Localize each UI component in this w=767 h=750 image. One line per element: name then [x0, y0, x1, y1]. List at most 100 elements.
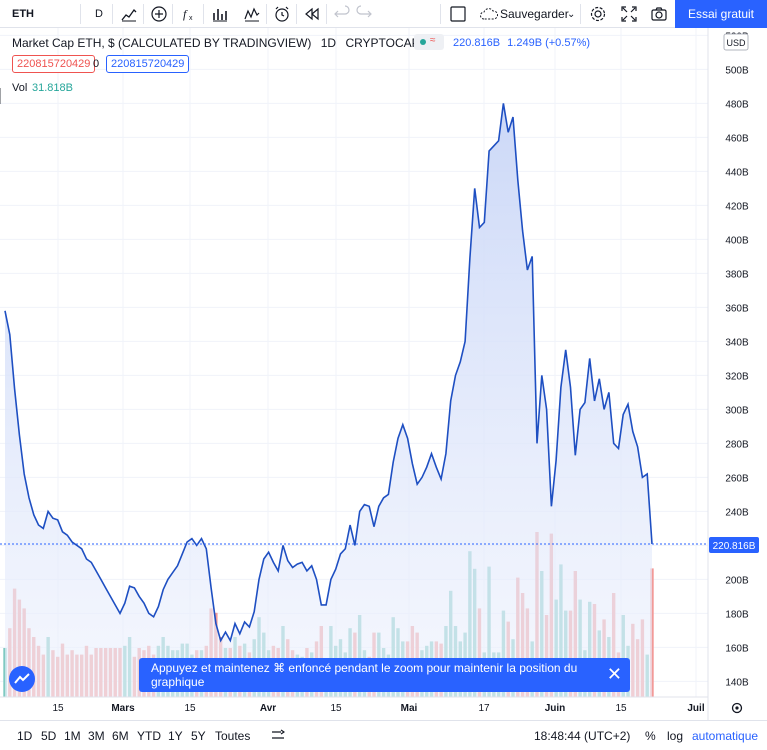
- redo-icon[interactable]: [352, 0, 376, 28]
- free-trial-button[interactable]: Essai gratuit: [675, 0, 767, 28]
- divider: [580, 4, 581, 24]
- divider: [203, 4, 204, 24]
- snapshot-icon[interactable]: [647, 0, 671, 28]
- percent-toggle[interactable]: %: [645, 729, 656, 743]
- y-tick-label: 200B: [725, 575, 749, 586]
- x-tick-label: 15: [52, 703, 64, 714]
- price-line: [4, 103, 653, 643]
- y-tick-label: 300B: [725, 405, 749, 416]
- value-box-red[interactable]: 220815720429: [12, 55, 96, 73]
- value-box-blue[interactable]: 220815720429: [106, 55, 190, 73]
- legend-symbol: Market Cap ETH, $ (CALCULATED BY TRADING…: [12, 36, 312, 50]
- legend-interval: 1D: [320, 36, 337, 50]
- range-5d[interactable]: 5D: [41, 729, 57, 743]
- volume-label[interactable]: Vol: [12, 82, 28, 94]
- divider: [80, 4, 81, 24]
- interval-button[interactable]: D: [95, 8, 103, 20]
- market-open-dot: [420, 39, 426, 45]
- x-tick-label: Juin: [545, 703, 566, 714]
- value-zero: 0: [93, 58, 100, 70]
- y-tick-label: 140B: [725, 677, 749, 688]
- legend-exchange: CRYPTOCAP: [345, 36, 420, 50]
- status-wave-icon: ≈: [430, 35, 436, 46]
- y-tick-label: 160B: [725, 643, 749, 654]
- log-toggle[interactable]: log: [667, 729, 684, 743]
- x-tick-label: Mai: [401, 703, 418, 714]
- tradingview-logo-icon[interactable]: [9, 666, 35, 692]
- y-tick-label: 460B: [725, 133, 749, 144]
- divider: [326, 4, 327, 24]
- legend-price: 220.816B 1.249B (+0.57%): [453, 37, 590, 49]
- axis-settings-icon[interactable]: [731, 702, 743, 714]
- y-tick-label: 280B: [725, 439, 749, 450]
- templates-icon[interactable]: [240, 0, 264, 28]
- y-tick-label: 180B: [725, 609, 749, 620]
- time-axis[interactable]: 15 Mars 15 Avr 15 Mai 17 Juin 15 Juil: [0, 696, 708, 714]
- divider: [266, 4, 267, 24]
- settings-icon[interactable]: [586, 0, 610, 28]
- x-tick-label: 15: [184, 703, 196, 714]
- undo-icon[interactable]: [330, 0, 354, 28]
- y-tick-label: 380B: [725, 269, 749, 280]
- y-tick-label: 240B: [725, 507, 749, 518]
- x-tick-label: Juil: [687, 703, 704, 714]
- cloud-icon[interactable]: [477, 0, 501, 28]
- y-tick-label: 360B: [725, 303, 749, 314]
- add-compare-icon[interactable]: [147, 0, 171, 28]
- divider: [143, 4, 144, 24]
- chevron-down-icon[interactable]: ⌄: [567, 8, 576, 20]
- divider: [296, 4, 297, 24]
- clock-time[interactable]: 18:48:44 (UTC+2): [534, 729, 631, 743]
- price-area-fill: [5, 103, 652, 697]
- range-1m[interactable]: 1M: [64, 729, 81, 743]
- divider: [112, 4, 113, 24]
- layout-icon[interactable]: [446, 0, 470, 28]
- range-5y[interactable]: 5Y: [191, 729, 206, 743]
- currency-badge-label: USD: [726, 38, 746, 48]
- x-tick-label: Avr: [260, 703, 276, 714]
- range-1d[interactable]: 1D: [17, 729, 33, 743]
- range-3m[interactable]: 3M: [88, 729, 105, 743]
- range-6m[interactable]: 6M: [112, 729, 129, 743]
- symbol-search[interactable]: ETH: [12, 8, 34, 20]
- bar-style-icon[interactable]: [117, 0, 141, 28]
- range-1y[interactable]: 1Y: [168, 729, 183, 743]
- legend-change: 1.249B (+0.57%): [507, 37, 591, 49]
- financials-icon[interactable]: [208, 0, 232, 28]
- market-status-badge[interactable]: ≈: [414, 34, 444, 50]
- replay-icon[interactable]: [300, 0, 324, 28]
- legend-last-value: 220.816B: [453, 37, 501, 49]
- y-tick-label: 420B: [725, 201, 749, 212]
- toast-message: Appuyez et maintenez ⌘ enfoncé pendant l…: [151, 661, 578, 689]
- y-tick-label: 500B: [725, 65, 749, 76]
- close-icon[interactable]: ✕: [606, 664, 622, 684]
- x-tick-label: 15: [615, 703, 627, 714]
- price-label-box: [709, 537, 759, 553]
- clipped-glyph: l: [0, 84, 2, 110]
- price-axis[interactable]: 140B160B180B200B220B240B260B280B300B320B…: [707, 28, 749, 720]
- bottom-toolbar: 1D 5D 1M 3M 6M YTD 1Y 5Y Toutes 18:48:44…: [0, 720, 767, 750]
- auto-scale-toggle[interactable]: automatique: [692, 729, 759, 743]
- y-tick-label: 400B: [725, 235, 749, 246]
- x-tick-label: 15: [330, 703, 342, 714]
- y-tick-label: 320B: [725, 371, 749, 382]
- zoom-hint-toast: Appuyez et maintenez ⌘ enfoncé pendant l…: [139, 658, 630, 692]
- x-tick-label: 17: [478, 703, 490, 714]
- svg-text:f: f: [183, 7, 188, 21]
- legend-title[interactable]: Market Cap ETH, $ (CALCULATED BY TRADING…: [12, 36, 420, 50]
- range-ytd[interactable]: YTD: [137, 729, 161, 743]
- svg-text:x: x: [189, 15, 193, 22]
- alert-icon[interactable]: [270, 0, 294, 28]
- date-range-icon[interactable]: [271, 729, 286, 744]
- y-tick-label: 260B: [725, 473, 749, 484]
- x-tick-label: Mars: [111, 703, 135, 714]
- currency-badge[interactable]: [723, 33, 749, 51]
- y-tick-label: 340B: [725, 337, 749, 348]
- price-label: 220.816B: [713, 541, 756, 552]
- range-all[interactable]: Toutes: [215, 729, 251, 743]
- save-button[interactable]: Sauvegarder: [500, 7, 569, 21]
- fullscreen-icon[interactable]: [617, 0, 641, 28]
